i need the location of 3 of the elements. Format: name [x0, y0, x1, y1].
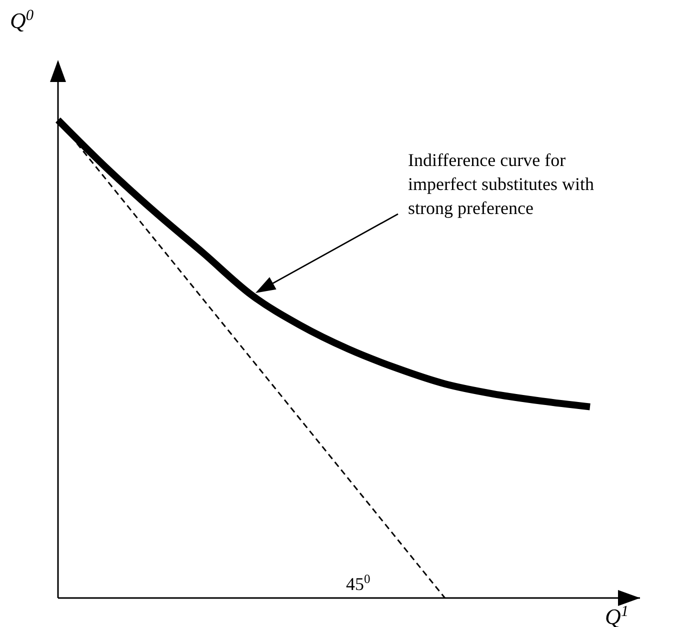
y-axis-title: Q$^{0}$: [10, 6, 34, 33]
annotation: 45$^{0}$: [346, 572, 370, 594]
annotation: Indifference curve for imperfect substitutes with strong preference: [408, 150, 594, 218]
